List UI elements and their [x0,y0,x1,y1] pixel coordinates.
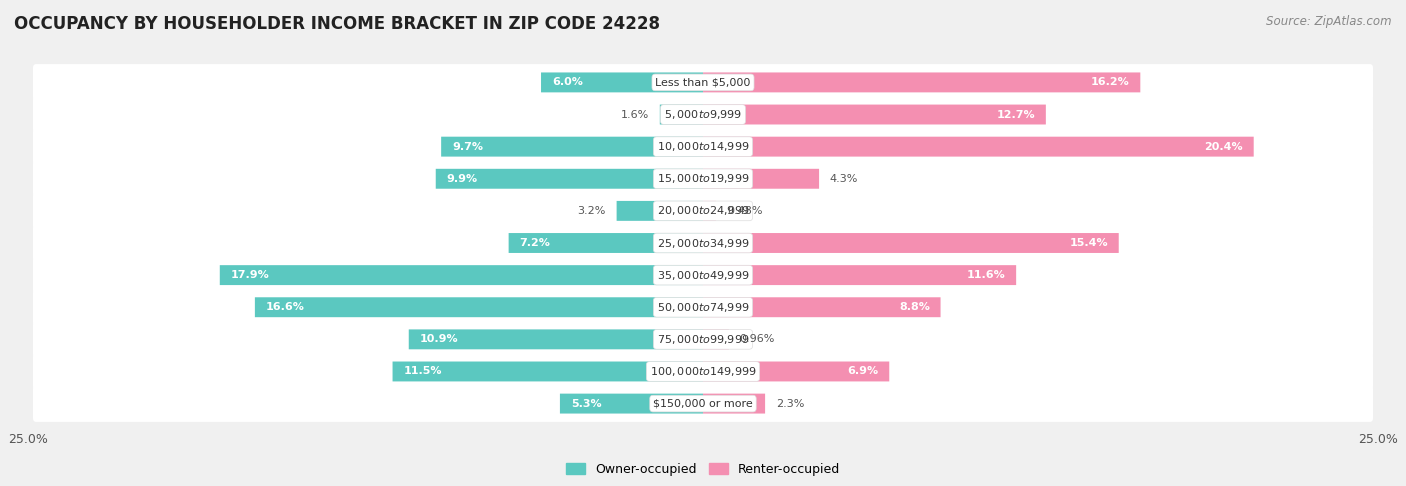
Text: $35,000 to $49,999: $35,000 to $49,999 [657,269,749,281]
Text: 4.3%: 4.3% [830,174,858,184]
Text: 0.96%: 0.96% [740,334,775,345]
FancyBboxPatch shape [617,201,703,221]
FancyBboxPatch shape [32,225,1374,261]
FancyBboxPatch shape [703,169,820,189]
Text: 20.4%: 20.4% [1205,141,1243,152]
Text: 15.4%: 15.4% [1070,238,1108,248]
Text: 16.2%: 16.2% [1091,77,1129,87]
FancyBboxPatch shape [441,137,703,156]
FancyBboxPatch shape [560,394,703,414]
FancyBboxPatch shape [32,64,1374,101]
FancyBboxPatch shape [32,192,1374,229]
FancyBboxPatch shape [659,104,703,124]
Text: $100,000 to $149,999: $100,000 to $149,999 [650,365,756,378]
FancyBboxPatch shape [392,362,703,382]
Text: $25,000 to $34,999: $25,000 to $34,999 [657,237,749,249]
FancyBboxPatch shape [32,128,1374,165]
FancyBboxPatch shape [32,385,1374,422]
Text: Less than $5,000: Less than $5,000 [655,77,751,87]
Text: $150,000 or more: $150,000 or more [654,399,752,409]
Text: 6.0%: 6.0% [551,77,582,87]
Text: $50,000 to $74,999: $50,000 to $74,999 [657,301,749,314]
Text: 3.2%: 3.2% [578,206,606,216]
Text: 5.3%: 5.3% [571,399,602,409]
FancyBboxPatch shape [541,72,703,92]
FancyBboxPatch shape [436,169,703,189]
Text: 10.9%: 10.9% [419,334,458,345]
Text: 11.6%: 11.6% [966,270,1005,280]
Text: $5,000 to $9,999: $5,000 to $9,999 [664,108,742,121]
Text: 1.6%: 1.6% [621,109,650,120]
Legend: Owner-occupied, Renter-occupied: Owner-occupied, Renter-occupied [561,457,845,481]
FancyBboxPatch shape [254,297,703,317]
FancyBboxPatch shape [703,297,941,317]
FancyBboxPatch shape [703,137,1254,156]
FancyBboxPatch shape [32,160,1374,197]
Text: $20,000 to $24,999: $20,000 to $24,999 [657,205,749,217]
Text: 9.7%: 9.7% [451,141,482,152]
FancyBboxPatch shape [32,257,1374,294]
FancyBboxPatch shape [32,353,1374,390]
FancyBboxPatch shape [703,330,728,349]
FancyBboxPatch shape [703,72,1140,92]
Text: 0.48%: 0.48% [727,206,762,216]
Text: 12.7%: 12.7% [997,109,1035,120]
FancyBboxPatch shape [703,362,889,382]
FancyBboxPatch shape [703,104,1046,124]
FancyBboxPatch shape [509,233,703,253]
Text: OCCUPANCY BY HOUSEHOLDER INCOME BRACKET IN ZIP CODE 24228: OCCUPANCY BY HOUSEHOLDER INCOME BRACKET … [14,15,659,33]
Text: 2.3%: 2.3% [776,399,804,409]
Text: Source: ZipAtlas.com: Source: ZipAtlas.com [1267,15,1392,28]
FancyBboxPatch shape [32,289,1374,326]
Text: 17.9%: 17.9% [231,270,270,280]
FancyBboxPatch shape [703,394,765,414]
Text: 6.9%: 6.9% [848,366,879,377]
Text: $15,000 to $19,999: $15,000 to $19,999 [657,172,749,185]
FancyBboxPatch shape [32,321,1374,358]
Text: 11.5%: 11.5% [404,366,441,377]
Text: $10,000 to $14,999: $10,000 to $14,999 [657,140,749,153]
Text: $75,000 to $99,999: $75,000 to $99,999 [657,333,749,346]
FancyBboxPatch shape [219,265,703,285]
Text: 8.8%: 8.8% [898,302,929,312]
FancyBboxPatch shape [703,201,716,221]
FancyBboxPatch shape [409,330,703,349]
Text: 7.2%: 7.2% [519,238,550,248]
FancyBboxPatch shape [703,233,1119,253]
FancyBboxPatch shape [32,96,1374,133]
Text: 16.6%: 16.6% [266,302,305,312]
FancyBboxPatch shape [703,265,1017,285]
Text: 9.9%: 9.9% [447,174,478,184]
